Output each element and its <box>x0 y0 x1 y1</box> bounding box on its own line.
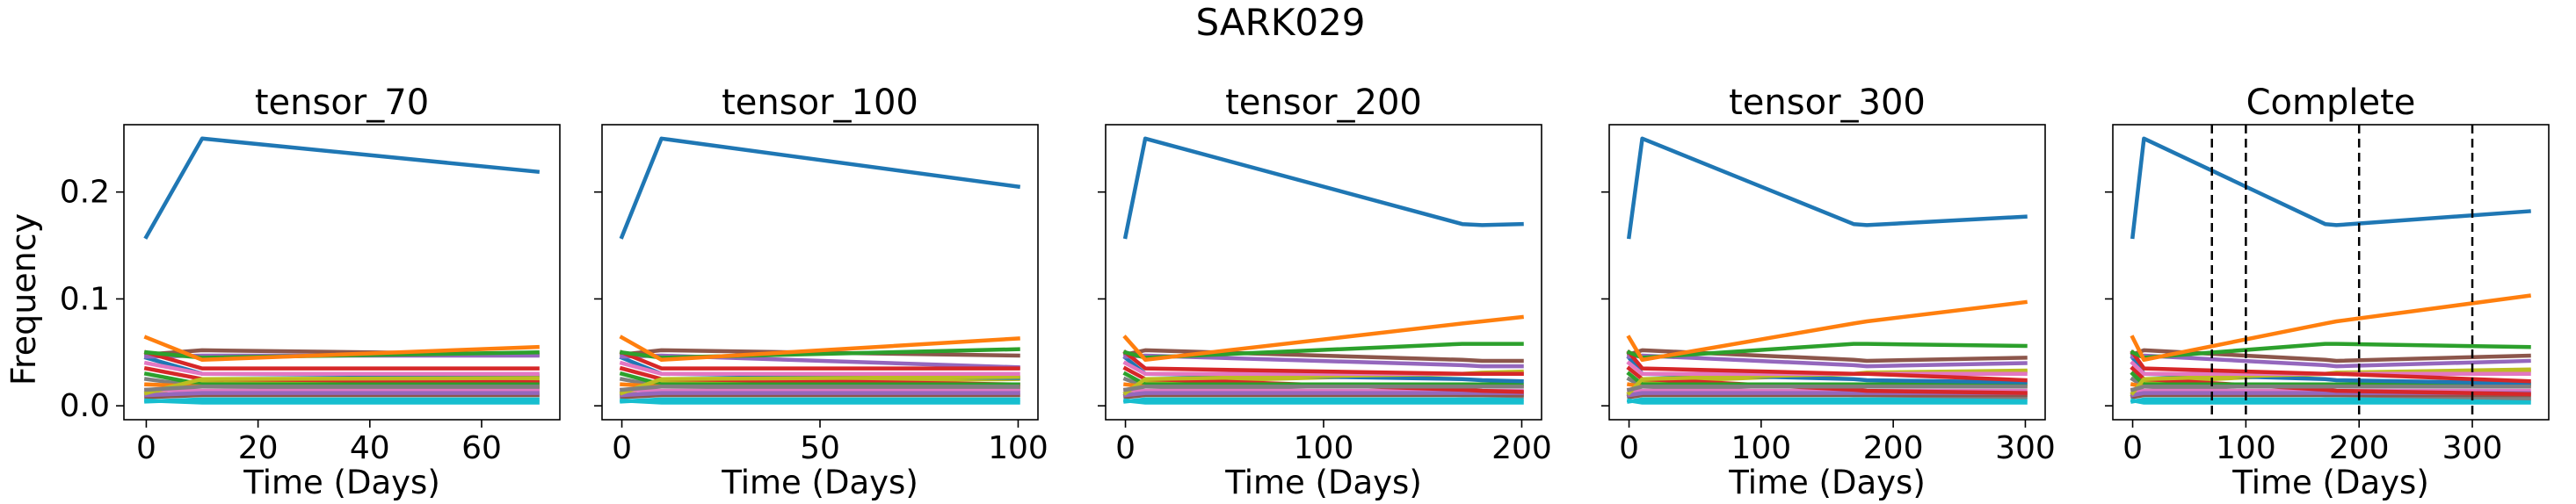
subplot-title: tensor_100 <box>722 83 918 123</box>
series-lines <box>2130 136 2532 405</box>
series-line-1 <box>143 136 541 240</box>
x-tick-label: 0 <box>612 430 632 466</box>
series-line-8 <box>1626 385 2028 392</box>
series-line-14 <box>2130 365 2531 397</box>
axes-frame <box>2112 124 2550 421</box>
subplot-5: Complete 0 100 200 300 Time (Days) <box>2105 83 2550 501</box>
x-tick-label: 0 <box>1115 430 1136 466</box>
x-tick-label: 100 <box>988 430 1049 466</box>
series-line-16 <box>2130 392 2531 400</box>
series-line-8 <box>620 385 1020 392</box>
x-axis-label: Time (Days) <box>721 464 918 501</box>
series-line-2 <box>143 335 540 363</box>
x-tick-label: 200 <box>1491 430 1552 466</box>
series-line-4 <box>2130 349 2531 384</box>
subplot-3: tensor_200 0 100 200 Time (Days) <box>1098 83 1552 501</box>
series-line-16 <box>620 392 1020 400</box>
subplot-title: tensor_200 <box>1225 83 1422 123</box>
figure-suptitle: SARK029 <box>1195 1 1365 44</box>
series-line-10 <box>2130 398 2531 405</box>
subplot-4: tensor_300 0 100 200 300 Time (Days) <box>1601 83 2056 501</box>
x-tick-label: 200 <box>1863 430 1924 466</box>
x-axis-label: Time (Days) <box>243 464 440 501</box>
x-tick-label: 100 <box>1731 430 1791 466</box>
series-line-1 <box>1626 136 2028 240</box>
series-line-2 <box>1626 299 2028 363</box>
x-tick-label: 200 <box>2329 430 2390 466</box>
series-line-17 <box>620 387 1020 393</box>
subplot-2: tensor_100 0 50 100 Time (Days) <box>594 83 1049 501</box>
x-tick-label: 60 <box>461 430 502 466</box>
x-tick-label: 100 <box>2216 430 2276 466</box>
series-lines <box>619 136 1021 405</box>
series-line-8 <box>2130 385 2531 392</box>
series-line-15 <box>1123 391 1524 398</box>
series-line-15 <box>144 391 540 398</box>
series-line-7 <box>619 360 1020 376</box>
series-line-14 <box>1626 365 2028 395</box>
axes-frame <box>123 124 561 421</box>
series-lines <box>143 136 541 405</box>
series-line-10 <box>620 398 1020 405</box>
series-line-2 <box>1122 314 1524 363</box>
series-line-16 <box>1626 392 2028 400</box>
series-line-13 <box>619 371 1020 387</box>
series-line-4 <box>619 349 1020 371</box>
series-line-1 <box>1122 136 1524 240</box>
series-line-10 <box>1626 398 2028 405</box>
x-tick-label: 0 <box>136 430 156 466</box>
series-line-2 <box>2130 293 2532 363</box>
y-tick-label: 0.2 <box>60 175 110 211</box>
series-line-8 <box>1122 385 1524 392</box>
x-tick-label: 20 <box>238 430 279 466</box>
x-tick-label: 100 <box>1294 430 1354 466</box>
subplot-1: tensor_70 0 20 40 60 0.0 0.1 0.2 Time (Days) <box>60 83 561 501</box>
series-lines <box>1626 136 2028 405</box>
series-line-10 <box>1123 398 1524 405</box>
x-tick-label: 50 <box>800 430 840 466</box>
series-line-13 <box>1122 371 1524 387</box>
series-line-2 <box>619 335 1020 363</box>
series-lines <box>1122 136 1524 405</box>
x-axis-label: Time (Days) <box>1224 464 1422 501</box>
series-line-1 <box>619 136 1021 240</box>
subplot-title: Complete <box>2246 83 2416 123</box>
y-tick-label: 0.1 <box>60 281 110 317</box>
x-tick-label: 300 <box>2442 430 2503 466</box>
series-line-16 <box>1123 392 1524 400</box>
x-tick-label: 300 <box>1995 430 2056 466</box>
series-line-4 <box>143 349 540 371</box>
subplot-title: tensor_70 <box>255 83 429 123</box>
series-line-16 <box>144 392 540 400</box>
series-line-8 <box>144 385 540 392</box>
series-line-15 <box>620 391 1020 398</box>
x-axis-label: Time (Days) <box>1728 464 1926 501</box>
y-tick-label: 0.0 <box>60 388 110 424</box>
x-axis-label: Time (Days) <box>2231 464 2429 501</box>
series-line-4 <box>1626 349 2028 383</box>
series-line-1 <box>2130 136 2531 240</box>
series-line-4 <box>1122 349 1524 376</box>
series-line-17 <box>144 387 540 393</box>
series-line-14 <box>1122 365 1524 394</box>
x-tick-label: 0 <box>2122 430 2143 466</box>
x-tick-label: 0 <box>1619 430 1639 466</box>
series-line-7 <box>143 360 540 376</box>
axes-frame <box>1608 124 2046 421</box>
subplot-title: tensor_300 <box>1729 83 1926 123</box>
series-line-3 <box>1122 342 1524 360</box>
y-axis-label: Frequency <box>4 213 43 385</box>
series-line-10 <box>144 398 540 405</box>
x-tick-label: 40 <box>350 430 390 466</box>
series-line-13 <box>143 371 540 387</box>
